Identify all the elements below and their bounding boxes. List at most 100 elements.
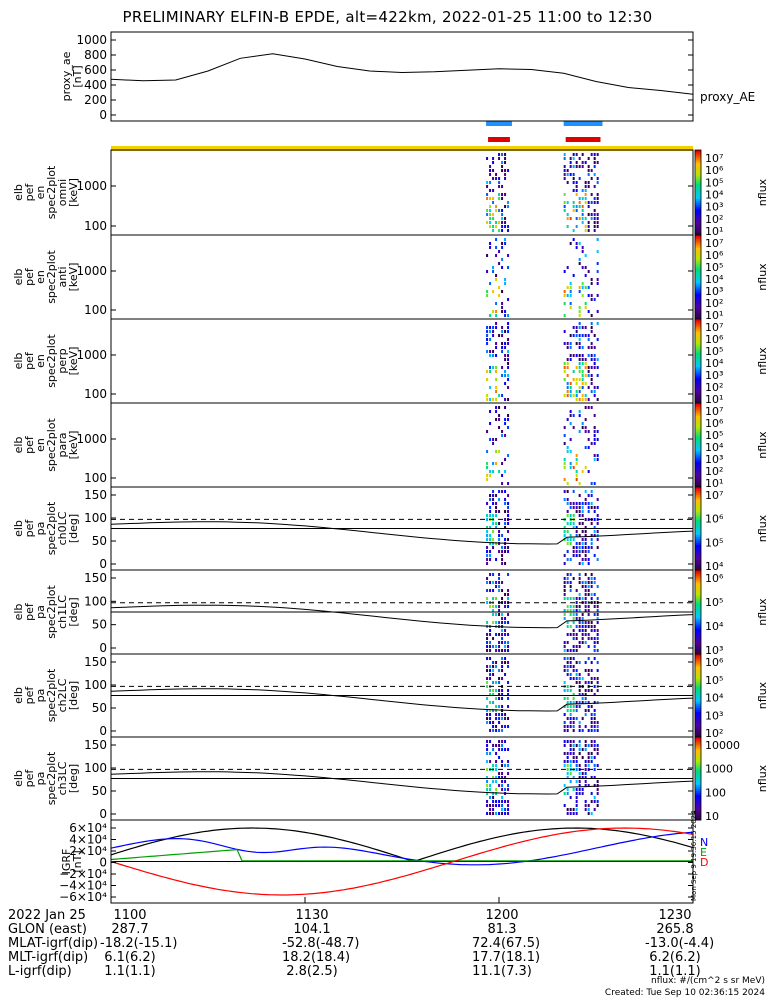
panel-para-cbar-tick-0: 10⁷ (705, 405, 723, 418)
panel-ch2-ylabel-4: ch2LC (56, 678, 69, 712)
panel-ch1-ylabel-4: ch1LC (56, 595, 69, 629)
panel-omni-cbar-tick-4: 10³ (705, 201, 723, 214)
panel-ch1-ylabel-1: pef (23, 602, 36, 621)
panel-perp-ylabel-2: en (34, 354, 47, 368)
panel-ch0-ylabel-5: [deg] (67, 514, 80, 543)
panel-ch2-ytick-3: 0 (99, 724, 107, 738)
panel-perp-cbar-tick-4: 10³ (705, 369, 723, 382)
panel-ch1-ytick-0: 150 (84, 571, 107, 585)
panel-ch0-ytick-0: 150 (84, 488, 107, 502)
science-zone-bar-blue-1 (563, 121, 603, 126)
panel-para-cbar-tick-3: 10⁴ (705, 441, 724, 454)
panel-ae-ytick-2: 600 (84, 63, 107, 77)
panel-ch1-ytick-3: 0 (99, 641, 107, 655)
panel-perp: elbpefenspec2plotperp[keV]100010010⁷10⁶1… (12, 318, 769, 406)
panel-ch2-cbar-tick-1: 10⁵ (705, 674, 723, 687)
chart-title: PRELIMINARY ELFIN-B EPDE, alt=422km, 202… (122, 8, 653, 26)
panel-para-cbar-tick-2: 10⁵ (705, 429, 723, 442)
panel-ch2-ytick-0: 150 (84, 655, 107, 669)
panel-ch2-cbar-tick-2: 10⁴ (705, 692, 724, 705)
footer-cell-2-1: -52.8(-48.7) (282, 936, 360, 951)
footer-cell-4-2: 11.1(7.3) (472, 964, 532, 979)
panel-perp-ylabel-5: [keV] (67, 347, 80, 376)
panel-omni-cbar-tick-2: 10⁵ (705, 176, 723, 189)
igrf-series-3 (110, 827, 694, 896)
footer-row-label-3: MLT-igrf(dip) (8, 950, 89, 965)
footer-cell-1-3: 265.8 (656, 922, 694, 937)
igrf-legend-N: N (700, 836, 708, 849)
panel-igrf-ylabel-0: IGRF (60, 849, 73, 875)
panel-ch0-ytick-1: 100 (84, 511, 107, 525)
pa-loss-cone-curve (110, 688, 694, 712)
footer-row-label-4: L-igrf(dip) (8, 964, 72, 979)
panel-para-ylabel-0: elb (12, 437, 25, 454)
panel-para-cbar-tick-4: 10³ (705, 453, 723, 466)
panel-igrf-ytick-3: 0 (99, 856, 107, 870)
panel-perp-cbar-tick-5: 10² (705, 381, 723, 394)
panel-omni-ytick-0: 1000 (76, 179, 107, 193)
panel-omni-ylabel-0: elb (12, 184, 25, 201)
proxy-ae-line (110, 53, 694, 95)
panel-perp-cbar-tick-1: 10⁶ (705, 333, 724, 346)
panel-ae-frame (110, 31, 694, 122)
panel-anti-ylabel-3: spec2plot (45, 250, 58, 304)
panel-para-frame (110, 402, 694, 488)
panel-anti-ylabel-1: pef (23, 267, 36, 286)
panel-para-ylabel-4: para (56, 433, 69, 458)
panel-ch2-cbar-tick-0: 10⁶ (705, 656, 724, 669)
panel-omni-cbar-label: nflux (756, 178, 769, 206)
panel-perp-ylabel-1: pef (23, 351, 36, 370)
footer-created-note: Created: Tue Sep 10 02:36:15 2024 (604, 988, 765, 998)
panel-ch1-ylabel-5: [deg] (67, 597, 80, 626)
footer-cell-0-3: 1230 (658, 908, 692, 923)
footer-cell-3-2: 17.7(18.1) (472, 950, 541, 965)
panel-ch0-cbar-label: nflux (756, 514, 769, 542)
panel-perp-ytick-1: 100 (84, 387, 107, 401)
footer-row-label-0: 2022 Jan 25 (8, 908, 86, 923)
panel-ch2-ylabel-0: elb (12, 687, 25, 704)
panel-ch2-ylabel-5: [deg] (67, 681, 80, 710)
panel-omni-ylabel-2: en (34, 186, 47, 200)
panel-para-ytick-0: 1000 (76, 432, 107, 446)
panel-perp-frame (110, 318, 694, 404)
panel-ch3-ytick-1: 100 (84, 761, 107, 775)
panel-ch0-cbar-tick-2: 10⁵ (705, 536, 723, 549)
panel-ch1-cbar-label: nflux (756, 598, 769, 626)
panel-igrf-ytick-0: 6×10⁴ (69, 821, 107, 835)
panel-anti-ytick-0: 1000 (76, 264, 107, 278)
panel-igrf-ytick-1: 4×10⁴ (69, 833, 107, 847)
panel-igrf-ytick-5: −4×10⁴ (59, 879, 107, 893)
panel-ch3-ylabel-4: ch3LC (56, 761, 69, 795)
panel-omni-ylabel-5: [keV] (67, 178, 80, 207)
panel-ch0-ylabel-2: pa (34, 522, 47, 536)
panel-perp-cbar-tick-6: 10¹ (705, 393, 723, 406)
panel-ch3-ytick-3: 0 (99, 807, 107, 821)
panel-ch3-ylabel-2: pa (34, 772, 47, 786)
panel-ch3-cbar-tick-1: 1000 (705, 763, 733, 776)
panel-perp-ytick-0: 1000 (76, 348, 107, 362)
panel-anti-cbar-tick-4: 10³ (705, 285, 723, 298)
panel-ae-ylabel-0: proxy_ae (60, 51, 73, 101)
igrf-legend-D: D (700, 856, 708, 869)
panel-igrf-ytick-4: −2×10⁴ (59, 867, 107, 881)
panel-ae-ytick-5: 0 (99, 108, 107, 122)
panel-ch3-cbar-tick-2: 100 (705, 786, 726, 799)
science-zone-bar-red-0 (488, 137, 510, 142)
side-stamp: Mon Sep 9 19:36:15 2024 (690, 810, 698, 901)
panel-ae-ytick-3: 400 (84, 78, 107, 92)
panel-anti-ylabel-5: [keV] (67, 263, 80, 292)
panel-omni-ylabel-3: spec2plot (45, 165, 58, 219)
panel-anti-frame (110, 234, 694, 320)
footer-cell-1-1: 104.1 (293, 922, 331, 937)
panel-anti: elbpefenspec2plotanti[keV]100010010⁷10⁶1… (12, 234, 769, 322)
panel-anti-cbar-tick-2: 10⁵ (705, 261, 723, 274)
panel-para-cbar-tick-6: 10¹ (705, 477, 723, 490)
orbit-strip-yellow (111, 146, 693, 151)
panel-omni-cbar-tick-1: 10⁶ (705, 164, 724, 177)
panel-ae-ytick-0: 1000 (76, 33, 107, 47)
panel-ch0-ylabel-3: spec2plot (45, 501, 58, 555)
footer-cell-3-1: 18.2(18.4) (282, 950, 351, 965)
